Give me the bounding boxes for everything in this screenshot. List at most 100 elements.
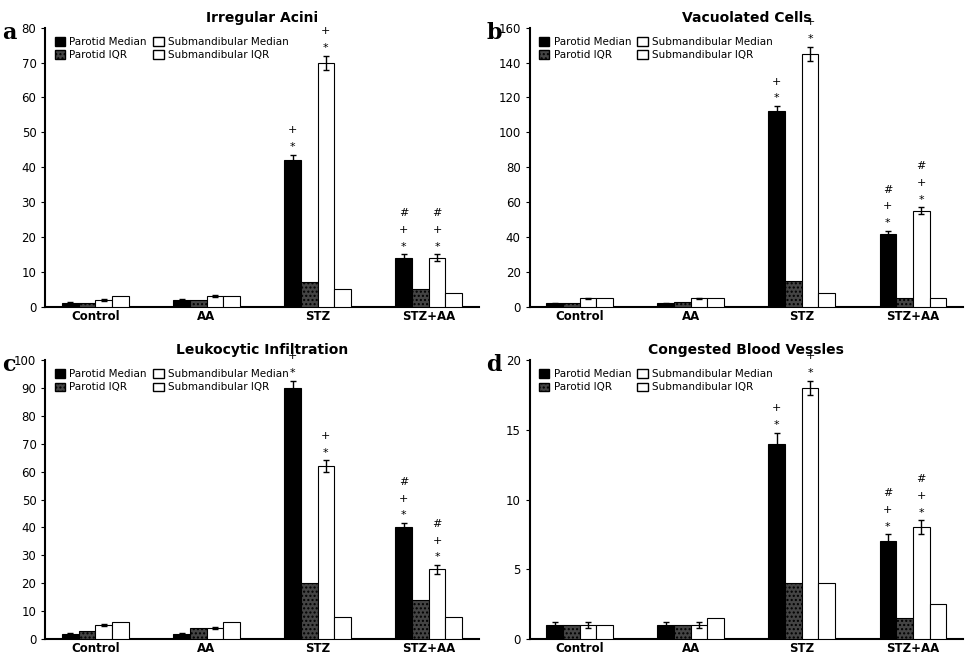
Bar: [429, 569, 445, 639]
Bar: [445, 293, 462, 307]
Bar: [223, 296, 240, 307]
Bar: [929, 298, 946, 307]
Bar: [691, 298, 707, 307]
Bar: [929, 604, 946, 639]
Bar: [880, 234, 896, 307]
Bar: [913, 527, 929, 639]
Bar: [768, 111, 785, 307]
Title: Irregular Acini: Irregular Acini: [206, 11, 318, 25]
Bar: [190, 300, 206, 307]
Bar: [62, 633, 79, 639]
Bar: [896, 618, 913, 639]
Bar: [206, 628, 223, 639]
Bar: [546, 625, 563, 639]
Text: +: +: [805, 352, 815, 362]
Bar: [112, 296, 129, 307]
Text: +: +: [321, 431, 330, 441]
Bar: [206, 296, 223, 307]
Text: +: +: [883, 201, 892, 211]
Text: *: *: [434, 242, 440, 252]
Text: *: *: [290, 368, 295, 378]
Legend: Parotid Median, Parotid IQR, Submandibular Median, Submandibular IQR: Parotid Median, Parotid IQR, Submandibul…: [535, 33, 777, 65]
Bar: [173, 633, 190, 639]
Text: *: *: [774, 420, 779, 430]
Text: *: *: [807, 34, 813, 44]
Text: *: *: [323, 43, 329, 53]
Text: +: +: [883, 505, 892, 515]
Bar: [596, 298, 613, 307]
Bar: [284, 388, 301, 639]
Bar: [190, 628, 206, 639]
Bar: [95, 625, 112, 639]
Legend: Parotid Median, Parotid IQR, Submandibular Median, Submandibular IQR: Parotid Median, Parotid IQR, Submandibul…: [51, 33, 292, 65]
Bar: [802, 388, 818, 639]
Bar: [62, 303, 79, 307]
Bar: [334, 617, 351, 639]
Bar: [880, 541, 896, 639]
Text: #: #: [917, 474, 926, 484]
Bar: [768, 444, 785, 639]
Text: #: #: [432, 208, 441, 218]
Bar: [674, 625, 691, 639]
Text: *: *: [918, 507, 924, 517]
Bar: [429, 258, 445, 307]
Text: +: +: [321, 26, 330, 36]
Text: *: *: [807, 368, 813, 378]
Bar: [318, 63, 334, 307]
Text: #: #: [883, 488, 892, 498]
Text: #: #: [399, 477, 408, 487]
Bar: [301, 282, 318, 307]
Bar: [596, 625, 613, 639]
Title: Vacuolated Cells: Vacuolated Cells: [682, 11, 811, 25]
Bar: [563, 625, 580, 639]
Bar: [395, 258, 412, 307]
Bar: [79, 631, 95, 639]
Text: +: +: [399, 494, 408, 503]
Title: Congested Blood Vessles: Congested Blood Vessles: [649, 344, 844, 358]
Text: +: +: [805, 17, 815, 27]
Text: b: b: [486, 22, 502, 44]
Text: d: d: [486, 354, 502, 376]
Bar: [802, 54, 818, 307]
Bar: [334, 289, 351, 307]
Text: +: +: [399, 225, 408, 235]
Bar: [112, 622, 129, 639]
Text: *: *: [401, 242, 406, 252]
Text: +: +: [432, 225, 441, 235]
Bar: [657, 303, 674, 307]
Text: +: +: [432, 535, 441, 545]
Bar: [707, 618, 724, 639]
Bar: [580, 298, 596, 307]
Bar: [657, 625, 674, 639]
Bar: [412, 600, 429, 639]
Text: #: #: [883, 184, 892, 194]
Bar: [818, 583, 835, 639]
Bar: [896, 298, 913, 307]
Text: a: a: [2, 22, 17, 44]
Text: +: +: [288, 352, 297, 362]
Text: #: #: [917, 161, 926, 171]
Bar: [79, 303, 95, 307]
Legend: Parotid Median, Parotid IQR, Submandibular Median, Submandibular IQR: Parotid Median, Parotid IQR, Submandibul…: [535, 365, 777, 397]
Text: *: *: [918, 194, 924, 204]
Text: *: *: [323, 448, 329, 458]
Bar: [785, 583, 802, 639]
Legend: Parotid Median, Parotid IQR, Submandibular Median, Submandibular IQR: Parotid Median, Parotid IQR, Submandibul…: [51, 365, 292, 397]
Bar: [691, 625, 707, 639]
Bar: [173, 300, 190, 307]
Text: c: c: [2, 354, 16, 376]
Bar: [284, 161, 301, 307]
Text: +: +: [288, 125, 297, 135]
Bar: [318, 466, 334, 639]
Text: *: *: [885, 521, 890, 531]
Bar: [223, 622, 240, 639]
Bar: [674, 302, 691, 307]
Bar: [563, 303, 580, 307]
Bar: [818, 293, 835, 307]
Bar: [445, 617, 462, 639]
Text: *: *: [434, 552, 440, 562]
Text: *: *: [885, 218, 890, 228]
Text: +: +: [772, 77, 781, 87]
Text: *: *: [401, 510, 406, 520]
Bar: [412, 289, 429, 307]
